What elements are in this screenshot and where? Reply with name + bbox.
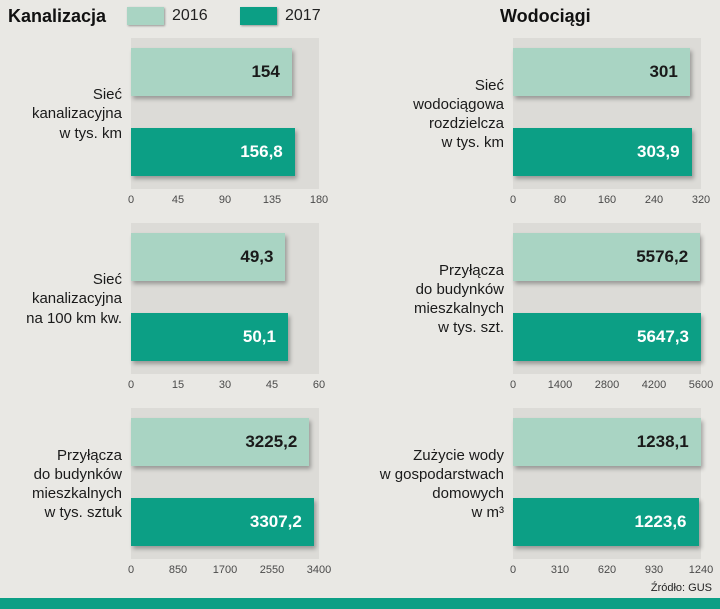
bar-2017: 5647,3 — [513, 313, 701, 361]
bar-2016: 154 — [131, 48, 292, 96]
chart-row-label: Przyłącza do budynków mieszkalnych w tys… — [413, 261, 504, 337]
chart-plot: 1238,1 1223,6 0 310 620 930 1240 — [509, 408, 713, 578]
axis-tick: 310 — [550, 564, 570, 576]
axis: 0 45 90 135 180 — [127, 193, 328, 208]
axis-tick: 15 — [171, 379, 185, 391]
title-wodociagi: Wodociągi — [500, 6, 591, 26]
axis-tick: 0 — [127, 564, 135, 576]
bar-2016: 49,3 — [131, 233, 286, 281]
bar-2016: 5576,2 — [513, 233, 701, 281]
source-credit: Źródło: GUS — [650, 582, 712, 594]
bar-value-2016: 49,3 — [240, 247, 274, 266]
axis-tick: 0 — [127, 194, 135, 206]
axis-tick: 180 — [309, 194, 329, 206]
plot-area: 3225,2 3307,2 — [131, 408, 319, 559]
charts-grid: Sieć kanalizacyjna w tys. km 154 156,8 0… — [0, 34, 720, 593]
bar-2017: 3307,2 — [131, 498, 314, 546]
bar-2017: 303,9 — [513, 128, 692, 176]
axis-tick: 0 — [127, 379, 135, 391]
axis: 0 1400 2800 4200 5600 — [509, 378, 713, 393]
bar-value-2017: 1223,6 — [634, 512, 687, 531]
title-kanalizacja: Kanalizacja — [8, 6, 107, 26]
bar-2017: 156,8 — [131, 128, 295, 176]
plot-area: 5576,2 5647,3 — [513, 223, 701, 374]
axis-tick: 0 — [509, 564, 517, 576]
chart-row-label: Sieć kanalizacyjna w tys. km — [31, 86, 122, 142]
chart-row-label: Zużycie wody w gospodarstwach domowych w… — [379, 446, 504, 522]
chart-plot: 5576,2 5647,3 0 1400 2800 4200 5600 — [509, 223, 713, 393]
axis-tick: 1700 — [212, 564, 238, 576]
chart-plot: 3225,2 3307,2 0 850 1700 2550 3400 — [127, 408, 331, 578]
axis-tick: 80 — [553, 194, 567, 206]
plot-area: 154 156,8 — [131, 38, 319, 189]
axis: 0 850 1700 2550 3400 — [127, 563, 331, 578]
bar-2017: 1223,6 — [513, 498, 699, 546]
chart-block: Sieć kanalizacyjna na 100 km kw. 49,3 50… — [2, 223, 372, 393]
column-wodociagi: Sieć wodociągowa rozdzielcza w tys. km 3… — [372, 38, 713, 593]
axis-tick: 0 — [509, 194, 517, 206]
bar-2016: 3225,2 — [131, 418, 310, 466]
axis-tick: 135 — [262, 194, 282, 206]
legend-swatch-2017 — [240, 7, 277, 25]
bar-value-2016: 1238,1 — [636, 432, 689, 451]
plot-area: 301 303,9 — [513, 38, 701, 189]
bar-value-2017: 156,8 — [240, 142, 283, 161]
axis: 0 15 30 45 60 — [127, 378, 325, 393]
axis-tick: 930 — [644, 564, 664, 576]
axis-tick: 30 — [218, 379, 232, 391]
axis-tick: 90 — [218, 194, 232, 206]
axis-tick: 850 — [168, 564, 188, 576]
axis-tick: 45 — [265, 379, 279, 391]
bar-value-2016: 5576,2 — [636, 247, 689, 266]
bar-2016: 1238,1 — [513, 418, 701, 466]
chart-row-label: Przyłącza do budynków mieszkalnych w tys… — [31, 446, 122, 522]
axis-tick: 0 — [509, 379, 517, 391]
legend-label-2016: 2016 — [172, 7, 208, 24]
header: Kanalizacja 2016 2017 Wodociągi — [0, 0, 720, 34]
bar-value-2017: 303,9 — [636, 142, 680, 161]
axis-tick: 2550 — [259, 564, 285, 576]
chart-block: Sieć kanalizacyjna w tys. km 154 156,8 0… — [2, 38, 372, 208]
bar-value-2016: 3225,2 — [245, 432, 298, 451]
axis-tick: 60 — [312, 379, 326, 391]
chart-plot: 49,3 50,1 0 15 30 45 60 — [127, 223, 325, 393]
bar-value-2016: 301 — [649, 62, 678, 81]
axis: 0 310 620 930 1240 — [509, 563, 713, 578]
axis-tick: 45 — [171, 194, 185, 206]
chart-block: Przyłącza do budynków mieszkalnych w tys… — [372, 223, 713, 393]
chart-plot: 154 156,8 0 45 90 135 180 — [127, 38, 328, 208]
bar-value-2017: 5647,3 — [637, 327, 689, 346]
chart-block: Przyłącza do budynków mieszkalnych w tys… — [2, 408, 372, 578]
axis-tick: 620 — [597, 564, 617, 576]
bar-value-2017: 3307,2 — [249, 512, 302, 531]
column-kanalizacja: Sieć kanalizacyjna w tys. km 154 156,8 0… — [2, 38, 372, 593]
axis-tick: 4200 — [641, 379, 667, 391]
chart-row-label: Sieć wodociągowa rozdzielcza w tys. km — [413, 76, 504, 152]
chart-block: Zużycie wody w gospodarstwach domowych w… — [372, 408, 713, 578]
axis-tick: 1400 — [547, 379, 573, 391]
legend-swatch-2016 — [127, 7, 164, 25]
bar-value-2016: 154 — [251, 62, 280, 81]
axis-tick: 1240 — [688, 564, 714, 576]
plot-area: 49,3 50,1 — [131, 223, 319, 374]
axis-tick: 5600 — [688, 379, 714, 391]
axis-tick: 160 — [597, 194, 617, 206]
axis: 0 80 160 240 320 — [509, 193, 710, 208]
chart-block: Sieć wodociągowa rozdzielcza w tys. km 3… — [372, 38, 710, 208]
bar-2017: 50,1 — [131, 313, 288, 361]
axis-tick: 2800 — [594, 379, 620, 391]
bar-value-2017: 50,1 — [242, 327, 276, 346]
legend-label-2017: 2017 — [285, 7, 321, 24]
chart-plot: 301 303,9 0 80 160 240 320 — [509, 38, 710, 208]
chart-row-label: Sieć kanalizacyjna na 100 km kw. — [26, 271, 122, 327]
axis-tick: 3400 — [306, 564, 332, 576]
bar-2016: 301 — [513, 48, 690, 96]
axis-tick: 320 — [691, 194, 711, 206]
axis-tick: 240 — [644, 194, 664, 206]
plot-area: 1238,1 1223,6 — [513, 408, 701, 559]
bottom-strip — [0, 598, 720, 609]
